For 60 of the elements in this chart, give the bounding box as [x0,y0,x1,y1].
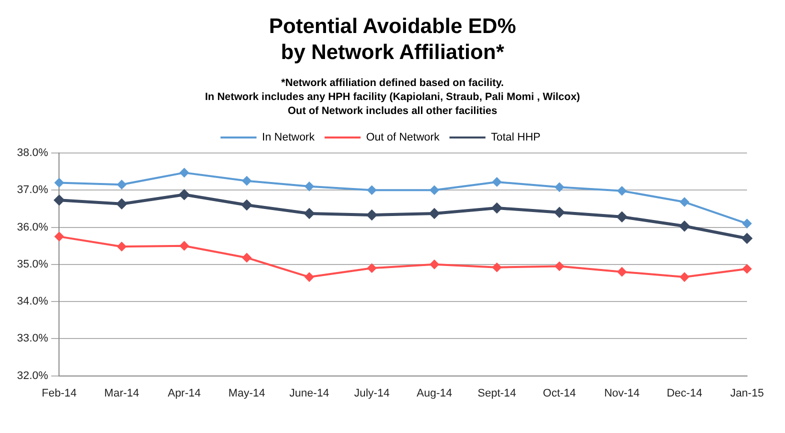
point [492,202,502,213]
legend-label: In Network [262,132,316,144]
point [180,241,189,250]
point [304,208,314,219]
point [54,232,64,242]
y-tick-label: 35.0% [16,258,48,270]
point [116,198,127,209]
x-tick-label: July-14 [354,387,390,400]
legend-label: Total HHP [490,132,540,144]
point [742,233,752,244]
x-tick-label: June-14 [289,387,330,400]
point [680,272,689,282]
y-tick-label: 36.0% [16,221,48,234]
x-tick-label: May-14 [228,387,266,400]
point [492,177,502,186]
point [554,207,564,218]
point [117,242,126,252]
point [367,264,376,273]
x-tick-label: Feb-14 [42,387,77,400]
point [430,260,439,269]
point [617,267,626,276]
point [554,182,564,192]
point [430,186,439,195]
point [242,253,252,262]
x-tick-label: Mar-14 [104,387,140,400]
point [492,262,502,272]
point [54,178,64,188]
x-tick-label: Jan-15 [730,387,764,400]
x-tick-label: Nov-14 [604,387,640,400]
point [617,186,626,196]
legend-label: Out of Network [366,132,440,144]
x-tick-label: Sept-14 [478,387,516,400]
point [366,210,377,220]
point [304,272,314,282]
x-tick-label: Apr-14 [168,387,201,400]
point [304,182,314,191]
point [429,208,440,219]
point [367,186,376,195]
point [679,221,690,232]
x-tick-label: Oct-14 [542,387,576,400]
chart-subtitle: *Network affiliation defined based on facility. In Network includes any HPH facility (Kapiolani, Straub, Pali Momi , Wilcox) Out of Network includes all other facilities [204,76,582,118]
point [616,212,627,222]
point [680,198,689,207]
point [180,168,189,178]
y-tick-label: 38.0% [16,147,48,160]
point [742,219,752,228]
y-tick-label: 33.0% [16,332,48,345]
point [117,180,126,190]
point [242,176,252,186]
y-tick-label: 32.0% [16,370,48,382]
point [742,264,752,274]
x-tick-label: Dec-14 [666,387,702,400]
chart-title: Potential Avoidable ED% by Network Affiliation* [268,14,517,66]
y-tick-label: 34.0% [16,296,48,308]
y-tick-label: 37.0% [16,184,48,196]
point [54,195,64,206]
point [179,190,190,200]
point [242,200,252,210]
point [554,262,564,271]
x-tick-label: Aug-14 [416,387,452,400]
